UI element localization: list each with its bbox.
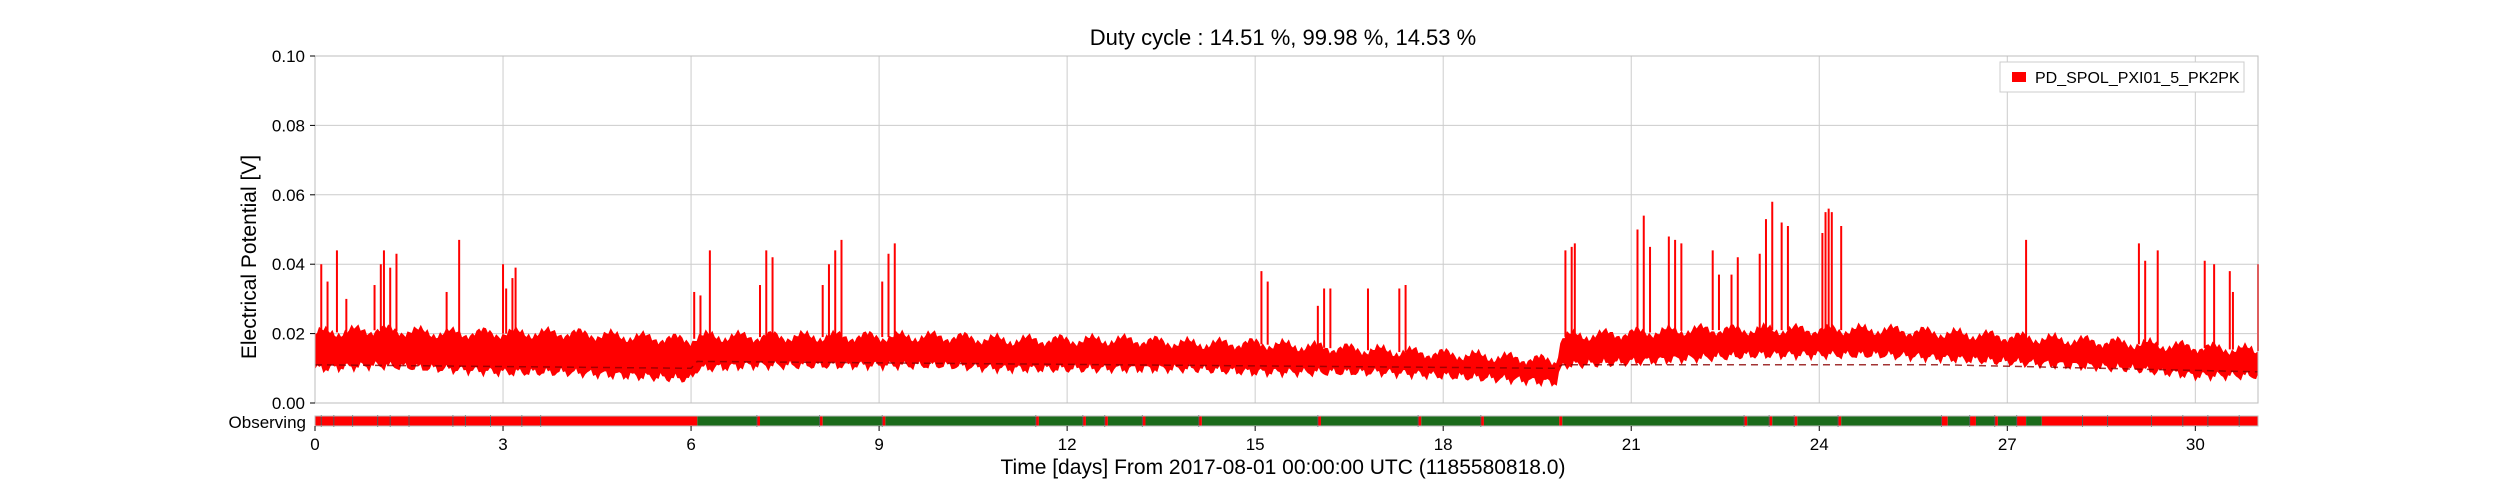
state-segment-on xyxy=(885,416,1036,426)
state-segment-off xyxy=(1480,416,1484,426)
plot-frame xyxy=(314,55,2259,427)
state-bar-label: Observing xyxy=(229,413,306,432)
x-tick-label: 12 xyxy=(1058,435,1077,454)
y-tick-label: 0.08 xyxy=(272,116,305,135)
state-segment-off xyxy=(1035,416,1039,426)
state-segment-off xyxy=(2041,416,2258,426)
state-segment-on xyxy=(1145,416,1199,426)
legend-label: PD_SPOL_PXI01_5_PK2PK xyxy=(2035,70,2240,87)
state-segment-on xyxy=(1483,416,1560,426)
state-segment-on xyxy=(1947,416,1970,426)
state-segment-on xyxy=(1107,416,1143,426)
state-segment-off xyxy=(882,416,886,426)
signal-spikes xyxy=(320,201,2259,353)
state-segment-on xyxy=(1747,416,1770,426)
x-tick-label: 21 xyxy=(1622,435,1641,454)
state-segment-on xyxy=(1038,416,1083,426)
state-segment-off xyxy=(756,416,761,426)
state-segment-off xyxy=(1317,416,1321,426)
state-segment-off xyxy=(1744,416,1748,426)
tick-labels: 0 3 6 9 12 15 18 21 24 27 30 0.00 0.02 0.04 0.06 0.08 0.… xyxy=(272,47,2205,454)
x-tick-label: 30 xyxy=(2186,435,2205,454)
state-segment-on xyxy=(1997,416,2017,426)
x-tick-label: 27 xyxy=(1998,435,2017,454)
y-tick-label: 0.06 xyxy=(272,186,305,205)
x-tick-label: 3 xyxy=(498,435,507,454)
state-segment-on xyxy=(1772,416,1795,426)
baseline-trace xyxy=(314,360,2259,373)
x-tick-label: 6 xyxy=(686,435,695,454)
state-segment-on xyxy=(1421,416,1481,426)
y-tick-label: 0.10 xyxy=(272,47,305,66)
state-segment-off xyxy=(1994,416,1998,426)
state-segment-off xyxy=(315,416,698,426)
x-tick-label: 15 xyxy=(1246,435,1265,454)
state-segment-on xyxy=(822,416,883,426)
state-segment-off xyxy=(1838,416,1842,426)
baseline-line xyxy=(314,360,2259,373)
state-segment-on xyxy=(1797,416,1839,426)
state-segment-on xyxy=(1841,416,1942,426)
state-segment-on xyxy=(2026,416,2042,426)
x-tick-label: 24 xyxy=(1810,435,1829,454)
state-segment-on xyxy=(1320,416,1419,426)
legend: PD_SPOL_PXI01_5_PK2PK xyxy=(1999,61,2245,93)
state-segment-on xyxy=(760,416,820,426)
main-plot-frame xyxy=(314,55,2259,404)
x-axis-label: Time [days] From 2017-08-01 00:00:00 UTC… xyxy=(1001,456,1566,479)
signal-band xyxy=(314,322,2259,387)
x-tick-label: 18 xyxy=(1434,435,1453,454)
state-segment-off xyxy=(1941,416,1948,426)
state-bar-frame xyxy=(314,415,2259,427)
legend-box xyxy=(1999,61,2245,93)
state-segment-off xyxy=(2016,416,2027,426)
state-segment-on xyxy=(1562,416,1745,426)
state-segment-off xyxy=(1082,416,1086,426)
chart-title: Duty cycle : 14.51 %, 99.98 %, 14.53 % xyxy=(1090,25,1476,50)
state-segment-off xyxy=(1969,416,1976,426)
y-tick-label: 0.00 xyxy=(272,394,305,413)
y-axis-label: Electrical Potential [V] xyxy=(238,155,261,359)
state-segment-on xyxy=(1975,416,1995,426)
state-segment-on xyxy=(1201,416,1318,426)
state-segment-on xyxy=(697,416,757,426)
y-tick-label: 0.02 xyxy=(272,325,305,344)
x-tick-label: 0 xyxy=(310,435,319,454)
state-segment-off xyxy=(1104,416,1108,426)
state-segment-off xyxy=(819,416,823,426)
y-tick-label: 0.04 xyxy=(272,255,305,274)
x-tick-label: 9 xyxy=(874,435,883,454)
legend-swatch xyxy=(2012,72,2026,82)
observing-state-bar xyxy=(315,415,2258,427)
state-segment-on xyxy=(1085,416,1105,426)
state-segment-off xyxy=(1794,416,1798,426)
state-segment-off xyxy=(1198,416,1202,426)
state-segment-off xyxy=(1418,416,1422,426)
state-segment-off xyxy=(1559,416,1563,426)
signal-band-area xyxy=(314,322,2259,387)
state-segment-off xyxy=(1769,416,1773,426)
state-segment-off xyxy=(1142,416,1146,426)
